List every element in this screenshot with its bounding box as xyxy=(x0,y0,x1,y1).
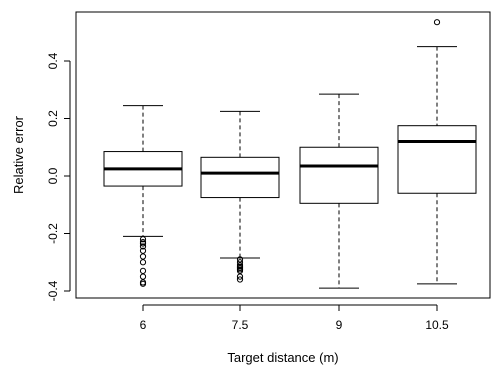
outlier-point xyxy=(139,243,147,250)
outlier-point xyxy=(236,256,244,263)
outlier-point xyxy=(139,247,147,254)
box-iqr xyxy=(397,125,477,194)
box-iqr xyxy=(299,146,379,204)
outlier-point xyxy=(236,267,244,274)
outlier-point xyxy=(139,267,147,274)
x-tick-label: 9 xyxy=(336,318,343,332)
y-tick-label: 0.2 xyxy=(46,110,60,127)
outlier-point xyxy=(139,253,147,260)
x-tick-label: 7.5 xyxy=(232,318,249,332)
outlier-point xyxy=(139,280,147,287)
y-tick-label: 0.0 xyxy=(46,167,60,184)
outlier-point xyxy=(139,236,147,243)
y-tick-label: -0.2 xyxy=(46,223,60,244)
outlier-point xyxy=(139,259,147,266)
x-tick-label: 10.5 xyxy=(425,318,449,332)
outlier-point xyxy=(236,273,244,280)
x-tick-label: 6 xyxy=(140,318,147,332)
outlier-point xyxy=(236,276,244,283)
outlier-point xyxy=(433,19,441,26)
y-tick-label: -0.4 xyxy=(46,280,60,301)
y-tick-label: 0.4 xyxy=(46,52,60,69)
outlier-point xyxy=(236,259,244,266)
x-axis-label: Target distance (m) xyxy=(227,350,338,365)
box-iqr xyxy=(200,156,280,199)
outlier-point xyxy=(139,273,147,280)
plot-frame xyxy=(75,11,491,299)
outlier-point xyxy=(139,240,147,247)
y-axis-label: Relative error xyxy=(11,115,26,194)
